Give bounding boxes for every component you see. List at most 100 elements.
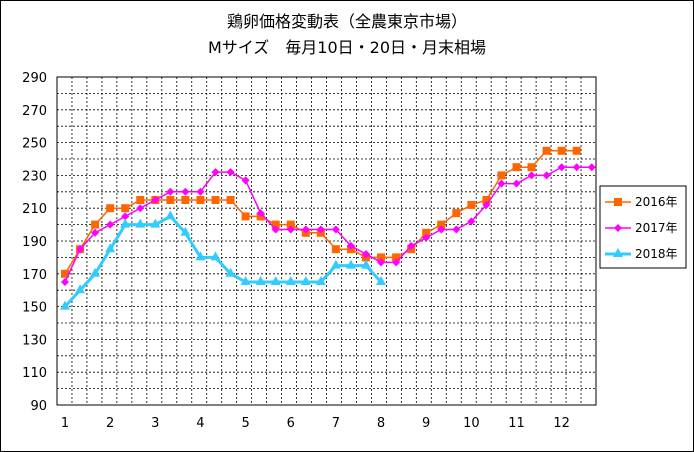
- y-tick-label: 190: [22, 235, 47, 250]
- data-point: [225, 267, 236, 277]
- data-point: [377, 253, 386, 262]
- data-point: [557, 146, 566, 155]
- data-point: [105, 243, 116, 253]
- data-point: [527, 163, 536, 172]
- x-tick-label: 8: [377, 416, 385, 431]
- data-point: [301, 225, 310, 234]
- data-point: [614, 224, 622, 232]
- data-point: [331, 225, 340, 234]
- y-tick-label: 150: [22, 301, 47, 316]
- data-point: [497, 179, 506, 188]
- data-point: [452, 209, 461, 218]
- data-point: [61, 278, 69, 286]
- data-point: [240, 276, 251, 285]
- data-point: [482, 200, 491, 209]
- x-tick-label: 7: [332, 416, 340, 431]
- data-point: [60, 300, 70, 310]
- data-point: [392, 253, 401, 262]
- data-point: [61, 269, 69, 278]
- chart-title: 鶏卵価格変動表（全農東京市場）: [226, 12, 467, 31]
- data-point: [572, 146, 581, 155]
- data-point: [90, 267, 101, 277]
- y-tick-label: 130: [22, 333, 47, 348]
- data-point: [75, 284, 86, 294]
- data-point: [166, 196, 175, 204]
- data-point: [361, 259, 371, 269]
- data-point: [437, 225, 446, 234]
- data-point: [121, 204, 130, 213]
- data-point: [196, 196, 205, 204]
- data-point: [270, 276, 281, 285]
- data-point: [542, 171, 551, 180]
- data-point: [106, 204, 115, 213]
- data-point: [136, 196, 145, 204]
- data-point: [286, 220, 295, 229]
- data-point: [330, 259, 341, 269]
- data-point: [300, 276, 311, 285]
- data-point: [285, 276, 296, 285]
- data-point: [512, 179, 521, 188]
- data-point: [362, 250, 370, 259]
- data-point: [271, 225, 280, 234]
- x-tick-label: 6: [287, 416, 295, 431]
- data-point: [407, 241, 416, 250]
- y-tick-label: 290: [22, 71, 47, 86]
- data-point: [91, 228, 100, 237]
- data-point: [452, 225, 461, 234]
- data-point: [467, 200, 476, 209]
- data-point: [181, 196, 190, 204]
- data-point: [195, 251, 206, 261]
- y-tick-label: 90: [30, 399, 47, 414]
- data-point: [210, 251, 221, 261]
- data-point: [422, 228, 431, 237]
- data-point: [377, 258, 386, 267]
- x-tick-label: 4: [196, 416, 204, 431]
- x-tick-label: 12: [553, 416, 570, 431]
- data-point: [136, 204, 145, 213]
- series-line: [63, 214, 383, 308]
- data-point: [150, 218, 161, 228]
- data-point: [392, 258, 401, 267]
- data-point: [255, 276, 266, 285]
- data-point: [271, 220, 280, 229]
- data-point: [345, 259, 356, 269]
- data-point: [527, 171, 536, 180]
- data-point: [196, 187, 205, 196]
- data-point: [120, 218, 131, 228]
- x-tick-label: 10: [463, 416, 480, 431]
- data-point: [121, 212, 130, 221]
- data-point: [331, 245, 340, 254]
- x-tick-label: 2: [106, 416, 114, 431]
- data-point: [316, 225, 325, 234]
- data-point: [241, 176, 250, 185]
- data-point: [241, 212, 250, 221]
- data-point: [315, 276, 326, 285]
- data-point: [226, 168, 235, 177]
- legend-label: 2016年: [635, 195, 678, 209]
- x-tick-label: 3: [151, 416, 159, 431]
- y-tick-label: 270: [22, 104, 47, 119]
- data-point: [286, 225, 295, 234]
- data-point: [422, 233, 431, 242]
- data-point: [512, 163, 521, 172]
- data-point: [482, 196, 491, 204]
- x-tick-label: 9: [422, 416, 430, 431]
- data-point: [467, 217, 476, 226]
- data-point: [151, 196, 160, 204]
- data-point: [135, 218, 146, 228]
- legend-label: 2018年: [635, 247, 678, 261]
- y-tick-label: 110: [22, 366, 47, 381]
- legend-label: 2017年: [635, 221, 678, 235]
- data-point: [542, 146, 551, 155]
- y-tick-label: 250: [22, 137, 47, 152]
- x-tick-label: 1: [61, 416, 69, 431]
- data-point: [91, 220, 100, 229]
- data-point: [226, 196, 235, 204]
- data-point: [211, 196, 220, 204]
- y-tick-label: 230: [22, 169, 47, 184]
- y-tick-label: 210: [22, 202, 47, 217]
- x-tick-label: 11: [508, 416, 525, 431]
- data-point: [437, 220, 446, 229]
- data-point: [497, 171, 506, 180]
